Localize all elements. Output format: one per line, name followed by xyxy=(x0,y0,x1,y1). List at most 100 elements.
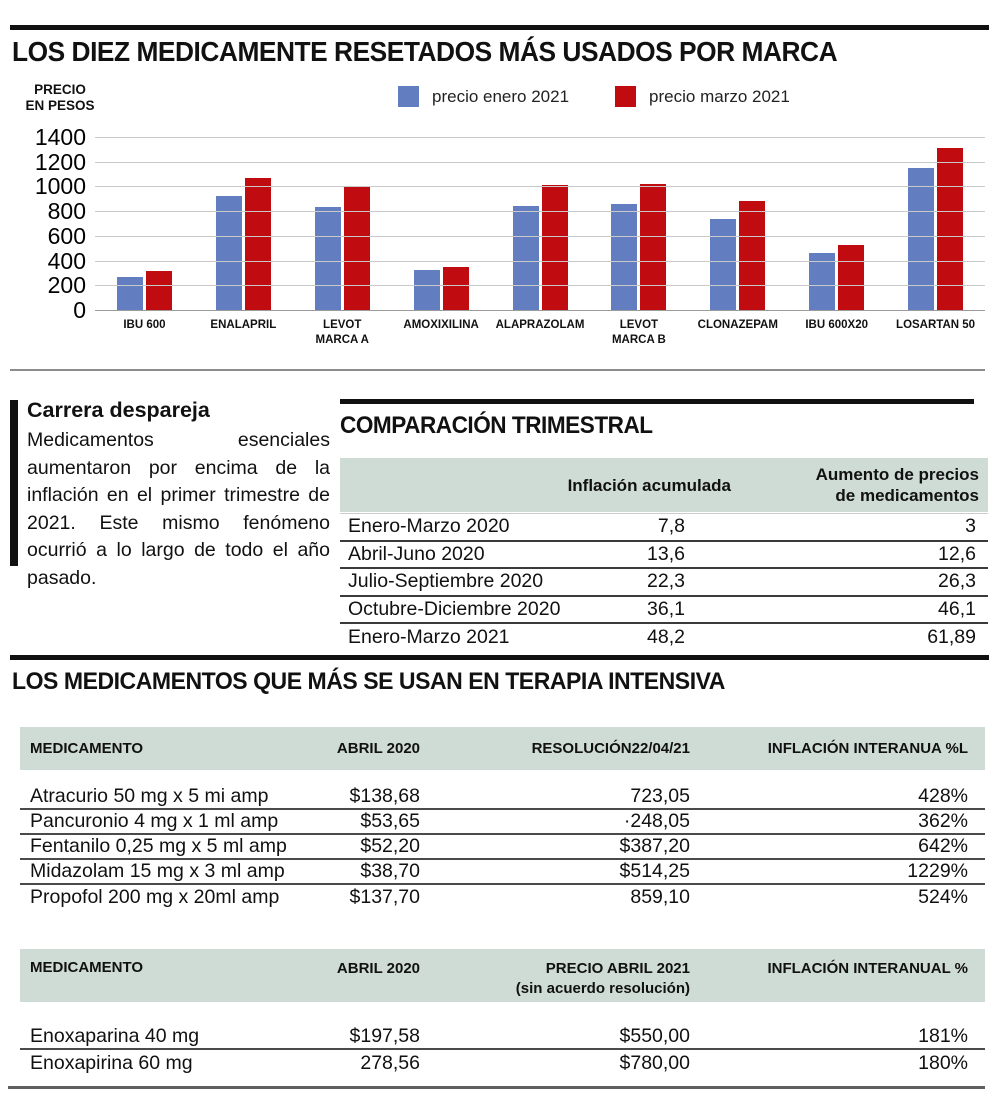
bar-group xyxy=(589,137,688,310)
bar xyxy=(838,244,865,310)
y-tick-label: 600 xyxy=(47,222,86,249)
bar xyxy=(541,185,568,310)
table-row: Enoxaparina 40 mg $197,58 $550,00 181% xyxy=(20,1024,985,1050)
column-header: PRECIO ABRIL 2021 (sin acuerdo resolució… xyxy=(515,960,690,997)
cell: 524% xyxy=(918,886,968,908)
cell: $514,25 xyxy=(619,860,691,882)
bar-group xyxy=(392,137,491,310)
column-header: ABRIL 2020 xyxy=(336,739,420,757)
cell: 46,1 xyxy=(938,597,976,620)
comparison-header-cell: Aumento de precios de medicamentos xyxy=(815,465,979,505)
cell: 12,6 xyxy=(938,542,976,565)
cell: Abril-Juno 2020 xyxy=(348,542,485,565)
cell: Propofol 200 mg x 20ml amp xyxy=(30,886,280,908)
cell: Enero-Marzo 2021 xyxy=(348,626,510,649)
bar-group xyxy=(293,137,392,310)
cell: 22,3 xyxy=(647,570,685,593)
cell: $780,00 xyxy=(619,1051,691,1074)
cell: 3 xyxy=(965,515,976,538)
y-tick-label: 1400 xyxy=(34,124,86,150)
table-row: Enero-Marzo 2020 7,8 3 xyxy=(340,514,988,542)
x-axis-label: ALAPRAZOLAM xyxy=(495,319,585,331)
legend-label: precio enero 2021 xyxy=(432,86,570,106)
cell: $197,58 xyxy=(349,1024,421,1047)
bar xyxy=(809,252,836,310)
table-row: Midazolam 15 mg x 3 ml amp $38,70 $514,25 1… xyxy=(20,860,985,885)
comparison-title: COMPARACIÓN TRIMESTRAL xyxy=(340,412,653,439)
legend: precio enero 2021 precio marzo 2021 xyxy=(398,86,790,107)
x-axis-label: LOSARTAN 50 xyxy=(896,319,976,331)
gridline xyxy=(95,260,985,262)
column-header: MEDICAMENTO xyxy=(30,959,144,976)
legend-swatch xyxy=(615,86,637,107)
cell: 859,10 xyxy=(630,886,690,908)
column-header: ABRIL 2020 xyxy=(336,960,420,977)
y-tick-label: 1000 xyxy=(34,173,86,200)
bar-group xyxy=(491,137,590,310)
icu-table-1-header: MEDICAMENTO ABRIL 2020 RESOLUCIÓN22/04/2… xyxy=(20,727,985,770)
comparison-header-cell: Inflación acumulada xyxy=(567,475,731,495)
section-divider xyxy=(10,369,985,371)
cell: 278,56 xyxy=(360,1051,420,1074)
cell: $137,70 xyxy=(349,886,421,908)
cell: 26,3 xyxy=(938,570,976,593)
bar xyxy=(739,200,766,310)
table-row: Enero-Marzo 2021 48,2 61,89 xyxy=(340,624,988,652)
cell: Enoxapirina 60 mg xyxy=(30,1051,193,1074)
legend-label: precio marzo 2021 xyxy=(649,86,790,106)
column-header: RESOLUCIÓN22/04/21 xyxy=(531,739,690,757)
table-row: Enoxapirina 60 mg 278,56 $780,00 180% xyxy=(20,1050,985,1076)
x-axis-label: IBU 600 xyxy=(123,319,166,331)
x-axis-labels: IBU 600 ENALAPRIL LEVOT MARCA A AMOXIXILINA… xyxy=(95,318,985,348)
gridline xyxy=(95,161,985,163)
comparison-header: Inflación acumulada Aumento de precios d… xyxy=(340,458,988,512)
x-axis-label: ENALAPRIL xyxy=(210,319,277,331)
intensive-rule xyxy=(10,655,989,660)
cell: ·248,05 xyxy=(623,810,690,832)
chart-plot xyxy=(95,137,985,311)
cell: 723,05 xyxy=(630,785,690,807)
cell: 180% xyxy=(918,1051,968,1074)
bar-groups xyxy=(95,137,985,310)
comparison-rule xyxy=(340,399,974,404)
legend-swatch xyxy=(398,86,419,107)
table-row: Atracurio 50 mg x 5 mi amp $138,68 723,05 4… xyxy=(20,785,985,810)
table-row: Pancuronio 4 mg x 1 ml amp $53,65 ·248,05 3… xyxy=(20,810,985,835)
note-heading: Carrera despareja xyxy=(27,398,210,422)
table-row: Abril-Juno 2020 13,6 12,6 xyxy=(340,542,988,569)
y-tick-label: 200 xyxy=(47,272,86,299)
cell: Midazolam 15 mg x 3 ml amp xyxy=(30,860,285,882)
bar xyxy=(640,183,667,310)
cell: 1229% xyxy=(907,860,968,882)
cell: Julio-Septiembre 2020 xyxy=(348,570,544,593)
cell: Octubre-Diciembre 2020 xyxy=(348,597,561,620)
x-axis-label: CLONAZEPAM xyxy=(697,319,778,331)
bar xyxy=(710,219,737,310)
cell: 7,8 xyxy=(657,515,685,538)
cell: Pancuronio 4 mg x 1 ml amp xyxy=(30,810,279,832)
bar-group xyxy=(688,137,787,310)
cell: 13,6 xyxy=(647,542,685,565)
bar xyxy=(512,206,539,310)
bottom-rule xyxy=(8,1086,985,1089)
cell: 36,1 xyxy=(647,597,685,620)
table-row: Propofol 200 mg x 20ml amp $137,70 859,10 5… xyxy=(20,885,985,910)
cell: $550,00 xyxy=(619,1024,691,1047)
bar xyxy=(244,177,271,310)
cell: Fentanilo 0,25 mg x 5 ml amp xyxy=(30,835,287,857)
chart-title: LOS DIEZ MEDICAMENTE RESETADOS MÁS USADO… xyxy=(12,36,838,67)
cell: 61,89 xyxy=(927,626,976,649)
gridline xyxy=(95,285,985,287)
gridline xyxy=(95,211,985,213)
note-accent-bar xyxy=(10,400,18,566)
table-row: Fentanilo 0,25 mg x 5 ml amp $52,20 $387,2… xyxy=(20,835,985,860)
bar xyxy=(611,204,638,310)
bar-group xyxy=(95,137,194,310)
gridline xyxy=(95,235,985,237)
cell: Atracurio 50 mg x 5 mi amp xyxy=(30,785,269,807)
table-row: Julio-Septiembre 2020 22,3 26,3 xyxy=(340,569,988,597)
cell: 642% xyxy=(918,835,968,857)
bar xyxy=(908,167,935,310)
comparison-rows: Enero-Marzo 2020 7,8 3 Abril-Juno 2020 13,6 1… xyxy=(340,513,988,652)
cell: $53,65 xyxy=(360,810,420,832)
